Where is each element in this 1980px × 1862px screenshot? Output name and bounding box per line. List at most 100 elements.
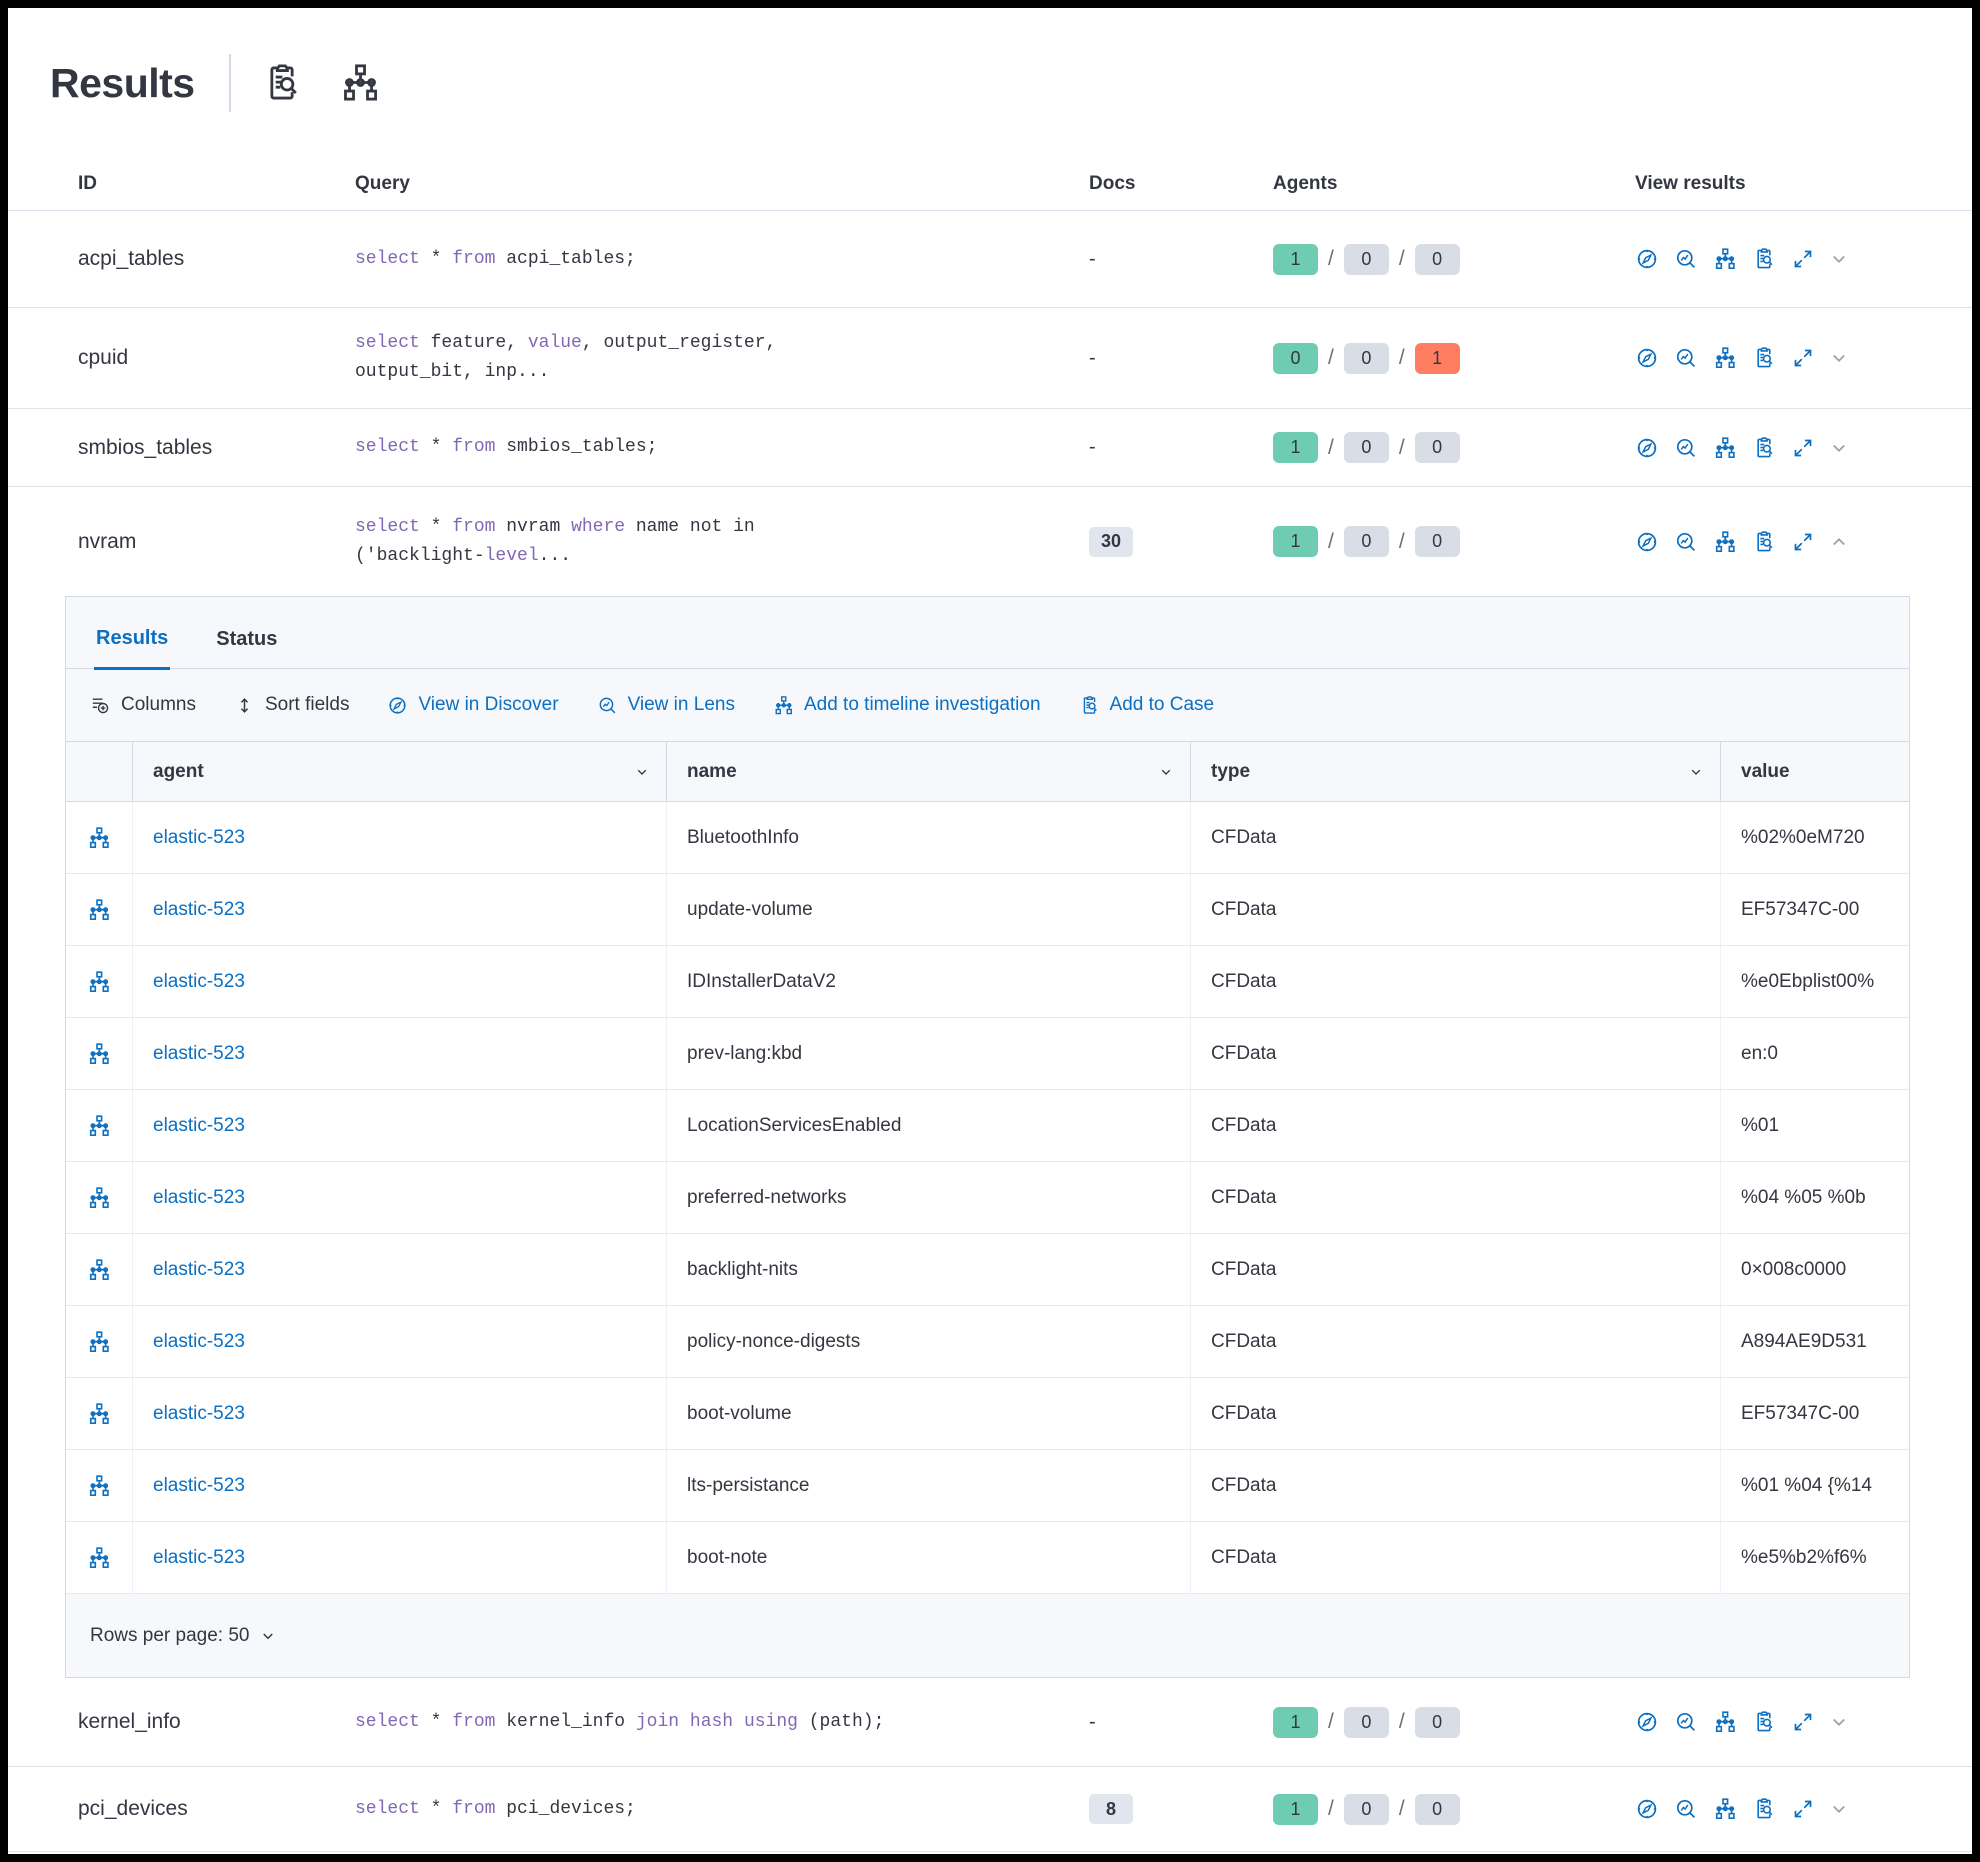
expand-row-icon[interactable]: [1791, 530, 1815, 554]
timeline-row-icon[interactable]: [87, 826, 111, 850]
view-results-cell: [1595, 436, 1972, 460]
timeline-row-icon[interactable]: [87, 970, 111, 994]
toggle-details-chevron[interactable]: [1828, 531, 1850, 553]
agents-cell: 1 / 0 / 0: [1235, 432, 1595, 463]
tab-results[interactable]: Results: [94, 627, 171, 670]
grid-header-row: agent name type value: [66, 742, 1909, 802]
result-type: CFData: [1191, 1090, 1721, 1161]
rows-per-page[interactable]: Rows per page: 50: [90, 1624, 250, 1646]
view-in-lens-icon[interactable]: [1674, 247, 1698, 271]
sort-fields-button[interactable]: Sort fields: [234, 694, 349, 716]
add-to-case-icon[interactable]: [1752, 247, 1776, 271]
view-in-discover-icon[interactable]: [1635, 346, 1659, 370]
result-name: boot-note: [667, 1522, 1191, 1593]
toggle-details-chevron[interactable]: [1828, 437, 1850, 459]
queries-table: ID Query Docs Agents View results acpi_t…: [8, 158, 1972, 1852]
view-in-lens-button[interactable]: View in Lens: [597, 694, 735, 716]
agent-link[interactable]: elastic-523: [153, 970, 245, 992]
agent-link[interactable]: elastic-523: [153, 898, 245, 920]
columns-button[interactable]: Columns: [90, 694, 196, 716]
grid-header-agent[interactable]: agent: [133, 742, 667, 801]
view-in-discover-icon[interactable]: [1635, 436, 1659, 460]
timeline-row-icon[interactable]: [87, 1474, 111, 1498]
agent-link[interactable]: elastic-523: [153, 1114, 245, 1136]
add-to-timeline-icon[interactable]: [1713, 530, 1737, 554]
toggle-details-chevron[interactable]: [1828, 248, 1850, 270]
agent-cell: elastic-523: [133, 1306, 667, 1377]
agent-link[interactable]: elastic-523: [153, 1330, 245, 1352]
add-to-case-button[interactable]: Add to Case: [1079, 694, 1214, 716]
view-in-discover-button[interactable]: View in Discover: [387, 694, 559, 716]
timeline-row-icon[interactable]: [87, 1114, 111, 1138]
case-clipboard-icon: [1079, 695, 1100, 716]
agent-link[interactable]: elastic-523: [153, 826, 245, 848]
timeline-icon[interactable]: [339, 62, 381, 104]
view-in-lens-icon[interactable]: [1674, 436, 1698, 460]
query-id: kernel_info: [78, 1710, 181, 1733]
grid-header-name[interactable]: name: [667, 742, 1191, 801]
agent-status-badge: 0: [1414, 526, 1460, 557]
agent-status-badge: 0: [1414, 1706, 1460, 1738]
expand-row-icon[interactable]: [1791, 1710, 1815, 1734]
expand-row-icon[interactable]: [1791, 247, 1815, 271]
grid-header-value[interactable]: value: [1741, 760, 1790, 782]
result-type: CFData: [1191, 874, 1721, 945]
timeline-row-icon[interactable]: [87, 898, 111, 922]
add-to-case-icon[interactable]: [1752, 1710, 1776, 1734]
add-to-timeline-button[interactable]: Add to timeline investigation: [773, 694, 1041, 716]
row-lead-cell: [66, 1450, 133, 1521]
timeline-row-icon[interactable]: [87, 1042, 111, 1066]
timeline-row-icon[interactable]: [87, 1546, 111, 1570]
agent-link[interactable]: elastic-523: [153, 1042, 245, 1064]
view-in-discover-icon[interactable]: [1635, 530, 1659, 554]
result-name: BluetoothInfo: [667, 802, 1191, 873]
expand-row-icon[interactable]: [1791, 1797, 1815, 1821]
view-in-lens-icon[interactable]: [1674, 1797, 1698, 1821]
add-to-timeline-icon[interactable]: [1713, 247, 1737, 271]
view-in-lens-icon[interactable]: [1674, 530, 1698, 554]
toggle-details-chevron[interactable]: [1828, 1798, 1850, 1820]
agents-separator: /: [1398, 435, 1405, 459]
agent-status-badge: 0: [1343, 526, 1389, 557]
add-to-case-icon[interactable]: [1752, 530, 1776, 554]
agent-link[interactable]: elastic-523: [153, 1258, 245, 1280]
add-to-timeline-icon[interactable]: [1713, 346, 1737, 370]
timeline-row-icon[interactable]: [87, 1186, 111, 1210]
add-to-case-icon[interactable]: [1752, 1797, 1776, 1821]
query-row: acpi_tables select * from acpi_tables; -…: [8, 210, 1972, 307]
expand-row-icon[interactable]: [1791, 346, 1815, 370]
toggle-details-chevron[interactable]: [1828, 347, 1850, 369]
view-in-discover-icon[interactable]: [1635, 1710, 1659, 1734]
query-row: pci_devices select * from pci_devices; 8…: [8, 1766, 1972, 1851]
view-in-discover-icon[interactable]: [1635, 247, 1659, 271]
add-to-case-icon[interactable]: [1752, 346, 1776, 370]
page-header: Results: [8, 8, 1972, 158]
timeline-row-icon[interactable]: [87, 1402, 111, 1426]
add-to-timeline-icon[interactable]: [1713, 1710, 1737, 1734]
agent-link[interactable]: elastic-523: [153, 1402, 245, 1424]
add-to-case-icon[interactable]: [1752, 436, 1776, 460]
view-in-discover-icon[interactable]: [1635, 1797, 1659, 1821]
view-in-lens-icon[interactable]: [1674, 346, 1698, 370]
view-in-lens-icon[interactable]: [1674, 1710, 1698, 1734]
result-name: LocationServicesEnabled: [667, 1090, 1191, 1161]
lens-icon: [597, 695, 618, 716]
timeline-row-icon[interactable]: [87, 1258, 111, 1282]
inspect-icon[interactable]: [261, 62, 303, 104]
agent-cell: elastic-523: [133, 1522, 667, 1593]
agent-link[interactable]: elastic-523: [153, 1186, 245, 1208]
row-lead-cell: [66, 874, 133, 945]
result-type: CFData: [1191, 1018, 1721, 1089]
add-to-timeline-icon[interactable]: [1713, 1797, 1737, 1821]
agent-link[interactable]: elastic-523: [153, 1546, 245, 1568]
tab-status[interactable]: Status: [216, 628, 278, 650]
agent-link[interactable]: elastic-523: [153, 1474, 245, 1496]
timeline-row-icon[interactable]: [87, 1330, 111, 1354]
result-type: CFData: [1191, 1234, 1721, 1305]
add-to-timeline-icon[interactable]: [1713, 436, 1737, 460]
grid-header-type[interactable]: type: [1191, 742, 1721, 801]
toggle-details-chevron[interactable]: [1828, 1711, 1850, 1733]
chevron-down-icon[interactable]: [259, 1627, 277, 1645]
agent-status-badge: 1: [1273, 1793, 1318, 1825]
expand-row-icon[interactable]: [1791, 436, 1815, 460]
